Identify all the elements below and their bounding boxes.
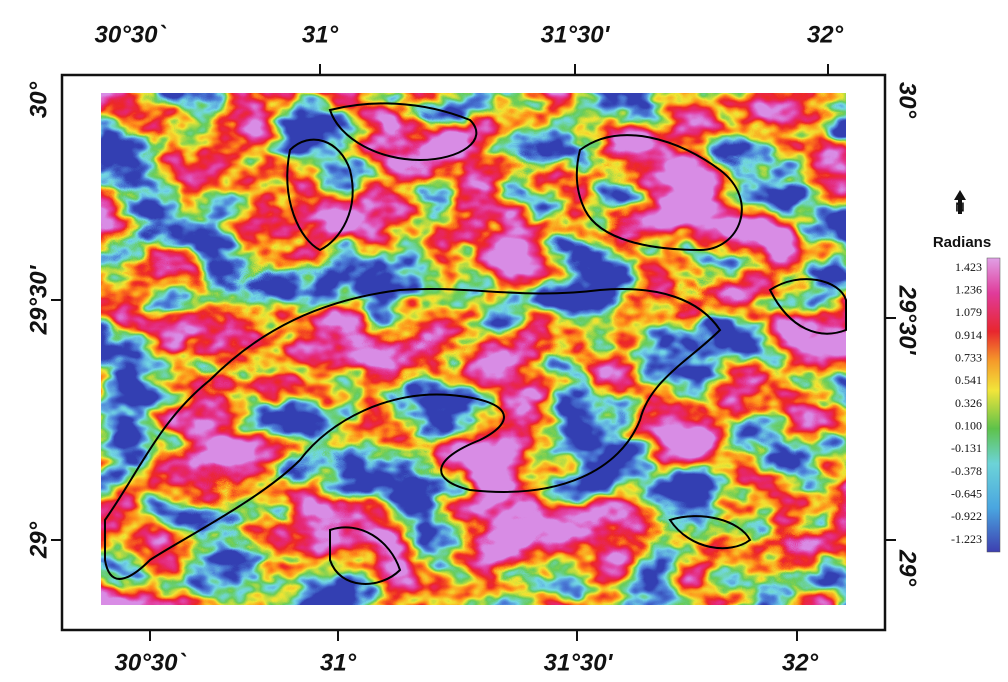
heat-map <box>101 93 846 605</box>
legend-value: 0.100 <box>955 418 982 432</box>
top-label: 32° <box>807 21 844 48</box>
bottom-label: 30°30` <box>115 649 187 676</box>
right-label: 30° <box>894 82 921 119</box>
legend-value: 1.423 <box>955 260 982 274</box>
left-label: 30° <box>25 81 52 118</box>
legend-value: 0.326 <box>955 396 982 410</box>
color-bar <box>986 257 1001 553</box>
ticks <box>51 64 896 641</box>
legend-value: -1.223 <box>951 532 982 546</box>
legend-value: 0.914 <box>955 328 982 342</box>
bottom-label: 31° <box>320 649 357 676</box>
top-label: 31° <box>302 21 339 48</box>
north-label: N <box>955 199 964 214</box>
legend-value: 1.236 <box>955 282 982 296</box>
north-arrow: N <box>954 190 966 214</box>
legend-value: -0.378 <box>951 464 982 478</box>
right-label: 29° <box>894 549 921 587</box>
legend-value: -0.645 <box>951 486 982 500</box>
bottom-label: 31°30' <box>544 649 614 676</box>
top-label: 31°30' <box>541 21 611 48</box>
legend-value: -0.131 <box>951 441 982 455</box>
map-frame <box>60 73 887 632</box>
left-label: 29°30' <box>25 264 52 335</box>
legend-value: 1.079 <box>955 305 982 319</box>
bottom-label: 32° <box>782 649 819 676</box>
legend-value: 0.541 <box>955 373 982 387</box>
contours <box>104 102 847 585</box>
legend-value: 0.733 <box>955 350 982 364</box>
left-label: 29° <box>25 521 52 559</box>
top-label: 30°30` <box>95 21 167 48</box>
legend-value: -0.922 <box>951 509 982 523</box>
legend-title: Radians <box>933 234 991 251</box>
right-label: 29°30' <box>894 285 921 356</box>
